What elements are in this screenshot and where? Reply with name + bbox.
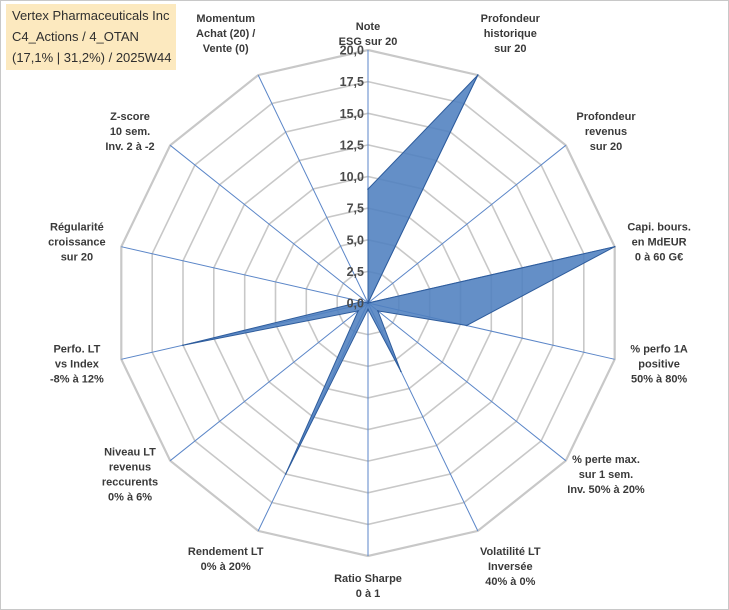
axis-label-line: vs Index [55, 359, 100, 371]
data-point [367, 302, 369, 304]
tick-label: 20,0 [340, 44, 364, 58]
spoke-line [257, 74, 369, 304]
spoke-line [367, 144, 567, 304]
axis-label-line: Inv. 50% à 20% [567, 484, 645, 496]
axis-label-line: sur 20 [61, 251, 93, 263]
tick-label: 2,5 [347, 265, 364, 279]
tick-label: 7,5 [347, 202, 364, 216]
tick-label: 12,5 [340, 138, 364, 152]
data-point [377, 310, 379, 312]
spoke-line [169, 144, 369, 304]
axis-label-line: Perfo. LT [53, 344, 100, 356]
axis-label: Profondeur revenus sur 20 [576, 111, 636, 153]
data-point [367, 308, 369, 311]
axis-label-line: Ratio Sharpe [334, 573, 402, 585]
axis-label-line: positive [638, 359, 680, 371]
axis-label-line: 0% à 20% [201, 561, 251, 573]
axis-label-line: sur 1 sem. [579, 469, 633, 481]
axis-label-line: revenus [109, 462, 151, 474]
axis-label: Régularité croissance sur 20 [48, 221, 105, 263]
tick-label: 10,0 [340, 170, 364, 184]
data-point [613, 245, 616, 248]
axis-label-line: reccurents [102, 477, 158, 489]
title-company: Vertex Pharmaceuticals Inc [12, 8, 170, 23]
data-point [284, 473, 287, 475]
axis-label-line: Capi. bours. [627, 221, 691, 233]
title-stats: (17,1% | 31,2%) / 2025W44 [12, 50, 172, 65]
axis-label-line: 10 sem. [110, 126, 150, 138]
axis-label-line: Profondeur [576, 111, 636, 123]
axis-label: Momentum Achat (20) / Vente (0) [196, 13, 255, 55]
axis-label-line: Inversée [488, 561, 533, 573]
axis-label-line: Profondeur [481, 13, 541, 25]
axis-label-line: Volatilité LT [480, 546, 541, 558]
axis-label-line: sur 20 [590, 141, 622, 153]
axis-label-line: sur 20 [494, 43, 526, 55]
axis-label: % perte max. sur 1 sem. Inv. 50% à 20% [567, 454, 645, 496]
axis-label-line: 50% à 80% [631, 374, 687, 386]
tick-labels: 0,0 2,5 5,0 7,5 10,0 12,5 15,0 17,5 20,0 [340, 44, 364, 311]
tick-label: 15,0 [340, 107, 364, 121]
axis-label: Niveau LT revenus reccurents 0% à 6% [102, 447, 158, 504]
axis-label: Z-score 10 sem. Inv. 2 à -2 [105, 111, 154, 153]
tick-label: 0,0 [347, 297, 364, 311]
axis-label-line: en MdEUR [632, 236, 687, 248]
spoke-line [121, 246, 369, 304]
axis-label-line: revenus [585, 126, 627, 138]
tick-label: 17,5 [340, 75, 364, 89]
axis-label-line: % perfo 1A [630, 344, 688, 356]
axis-label-line: croissance [48, 236, 105, 248]
axis-label-line: Vente (0) [203, 43, 249, 55]
data-point [465, 324, 468, 327]
axis-label-line: 40% à 0% [485, 576, 535, 588]
title-box: Vertex Pharmaceuticals Inc C4_Actions / … [6, 4, 176, 70]
axis-label-line: ESG sur 20 [339, 36, 398, 48]
axis-label-line: Momentum [196, 13, 255, 25]
data-point [182, 344, 184, 347]
data-point [400, 370, 402, 373]
axis-label-line: Niveau LT [104, 447, 156, 459]
axis-label-line: Note [356, 21, 380, 33]
axis-label-line: Achat (20) / [196, 28, 255, 40]
axis-label-line: -8% à 12% [50, 374, 104, 386]
axis-label: Volatilité LT Inversée 40% à 0% [480, 546, 541, 588]
axis-labels: Note ESG sur 20 Profondeur historique sur 20… [48, 13, 691, 600]
axis-label: Capi. bours. en MdEUR 0 à 60 G€ [627, 221, 691, 263]
axis-label-line: Régularité [50, 221, 104, 233]
axis-label: Profondeur historique sur 20 [481, 13, 541, 55]
series-area [182, 74, 615, 475]
axis-label-line: 0 à 60 G€ [635, 251, 683, 263]
axis-label: Rendement LT 0% à 20% [188, 546, 264, 573]
data-point [477, 74, 479, 76]
axis-label-line: Z-score [110, 111, 150, 123]
axis-label: Perfo. LT vs Index -8% à 12% [50, 344, 104, 386]
data-point [367, 188, 369, 190]
axis-label: % perfo 1A positive 50% à 80% [630, 344, 688, 386]
series [182, 74, 616, 475]
data-point [361, 300, 363, 303]
axis-label-line: historique [484, 28, 537, 40]
tick-label: 5,0 [347, 233, 364, 247]
axis-label-line: 0% à 6% [108, 492, 152, 504]
axis-label-line: Rendement LT [188, 546, 264, 558]
title-category: C4_Actions / 4_OTAN [12, 29, 139, 44]
axis-label: Note ESG sur 20 [339, 21, 398, 48]
spoke-line [169, 302, 369, 462]
axis-label-line: Inv. 2 à -2 [105, 141, 154, 153]
data-point [357, 310, 359, 312]
axis-label: Ratio Sharpe 0 à 1 [334, 573, 402, 600]
axis-label-line: % perte max. [572, 454, 640, 466]
spoke-line [367, 302, 567, 462]
axis-label-line: 0 à 1 [356, 588, 380, 600]
